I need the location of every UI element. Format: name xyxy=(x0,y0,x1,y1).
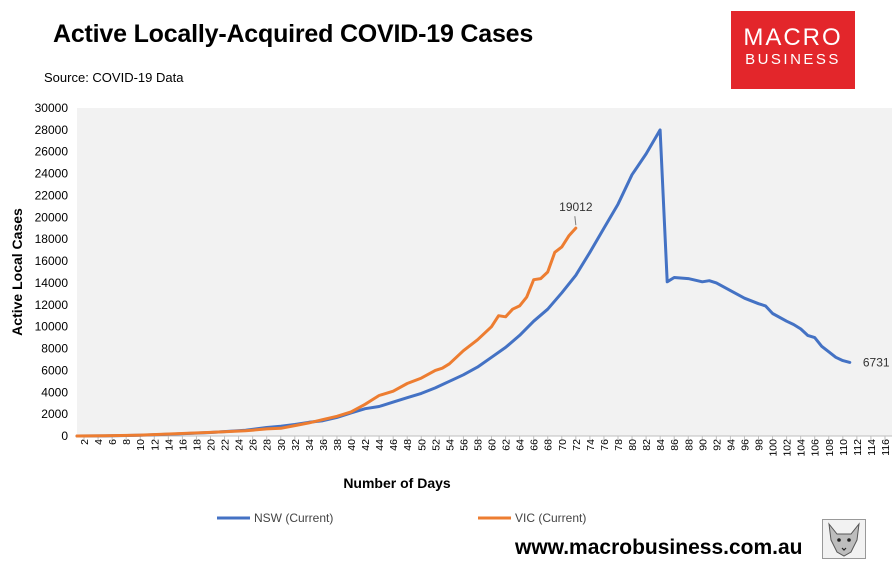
x-tick-label: 4 xyxy=(93,439,105,445)
x-tick-label: 16 xyxy=(177,439,189,451)
y-tick-label: 6000 xyxy=(41,363,68,377)
x-tick-label: 42 xyxy=(360,439,372,451)
y-tick-label: 14000 xyxy=(35,276,69,290)
x-tick-label: 102 xyxy=(782,439,794,457)
x-tick-label: 8 xyxy=(121,439,133,445)
x-tick-label: 40 xyxy=(346,439,358,451)
chart-source: Source: COVID-19 Data xyxy=(44,70,184,85)
x-tick-label: 72 xyxy=(571,439,583,451)
logo-line-1: MACRO xyxy=(743,24,843,51)
x-tick-label: 94 xyxy=(725,439,737,451)
x-tick-label: 76 xyxy=(599,439,611,451)
website-url: www.macrobusiness.com.au xyxy=(515,536,803,559)
legend: NSW (Current) VIC (Current) xyxy=(217,511,586,525)
y-tick-label: 20000 xyxy=(35,210,69,224)
legend-label: VIC (Current) xyxy=(515,511,586,525)
x-tick-label: 80 xyxy=(627,439,639,451)
x-tick-label: 74 xyxy=(585,439,597,451)
x-tick-label: 6 xyxy=(107,439,119,445)
logo-line-2: BUSINESS xyxy=(745,51,841,68)
y-tick-label: 30000 xyxy=(35,101,69,115)
x-tick-label: 108 xyxy=(824,439,836,457)
x-tick-label: 98 xyxy=(754,439,766,451)
x-tick-label: 46 xyxy=(388,439,400,451)
y-tick-label: 22000 xyxy=(35,188,69,202)
x-tick-label: 116 xyxy=(880,439,892,456)
legend-label: NSW (Current) xyxy=(254,511,333,525)
x-tick-label: 92 xyxy=(711,439,723,451)
x-tick-label: 2 xyxy=(79,439,91,445)
y-tick-label: 10000 xyxy=(35,320,69,334)
x-tick-label: 54 xyxy=(444,439,456,451)
x-tick-label: 24 xyxy=(234,439,246,451)
y-tick-label: 24000 xyxy=(35,167,69,181)
x-tick-label: 48 xyxy=(402,439,414,451)
x-tick-label: 82 xyxy=(641,439,653,451)
x-tick-label: 58 xyxy=(472,439,484,451)
x-tick-label: 34 xyxy=(304,439,316,451)
x-tick-label: 44 xyxy=(374,439,386,451)
x-tick-label: 32 xyxy=(290,439,302,451)
x-tick-label: 52 xyxy=(430,439,442,451)
x-tick-label: 112 xyxy=(852,439,864,456)
x-tick-label: 78 xyxy=(613,439,625,451)
plot-area xyxy=(77,108,892,436)
y-tick-label: 26000 xyxy=(35,145,69,159)
y-tick-label: 16000 xyxy=(35,254,69,268)
x-tick-label: 28 xyxy=(262,439,274,451)
y-tick-label: 12000 xyxy=(35,298,69,312)
x-tick-label: 62 xyxy=(501,439,513,451)
macrobusiness-logo: MACRO BUSINESS xyxy=(731,11,855,89)
series-line-vic xyxy=(75,226,578,438)
x-tick-label: 30 xyxy=(276,439,288,451)
data-labels: 19012 6731 xyxy=(559,200,890,369)
vic-end-label: 19012 xyxy=(559,200,593,214)
y-tick-label: 28000 xyxy=(35,123,69,137)
x-tick-label: 60 xyxy=(487,439,499,451)
x-tick-label: 88 xyxy=(683,439,695,451)
y-tick-label: 4000 xyxy=(41,385,68,399)
x-tick-label: 14 xyxy=(163,439,175,451)
x-tick-label: 106 xyxy=(810,439,822,457)
wolf-logo-icon xyxy=(822,519,866,559)
data-label-leader xyxy=(574,216,577,226)
x-tick-label: 26 xyxy=(248,439,260,451)
y-tick-label: 18000 xyxy=(35,232,69,246)
x-tick-label: 20 xyxy=(205,439,217,451)
x-tick-label: 104 xyxy=(796,439,808,457)
x-tick-label: 64 xyxy=(515,439,527,451)
x-tick-label: 56 xyxy=(458,439,470,451)
x-tick-label: 86 xyxy=(669,439,681,451)
x-tick-label: 50 xyxy=(416,439,428,451)
y-tick-label: 8000 xyxy=(41,342,68,356)
series-lines xyxy=(75,128,852,438)
x-axis-ticks: 2 4 6 8 10 12 14 16 18 20 22 24 26 28 30 32 34 36 38 40 42 44… xyxy=(79,436,892,457)
x-tick-label: 66 xyxy=(529,439,541,451)
x-tick-label: 22 xyxy=(220,439,232,451)
x-axis-label: Number of Days xyxy=(343,475,451,491)
x-tick-label: 90 xyxy=(697,439,709,451)
nsw-end-label: 6731 xyxy=(863,355,890,369)
x-tick-label: 96 xyxy=(739,439,751,451)
x-tick-label: 68 xyxy=(543,439,555,451)
x-tick-label: 114 xyxy=(866,439,878,456)
x-tick-label: 36 xyxy=(318,439,330,451)
y-tick-label: 2000 xyxy=(41,407,68,421)
y-axis-label: Active Local Cases xyxy=(9,208,25,336)
x-tick-label: 18 xyxy=(191,439,203,451)
x-tick-label: 100 xyxy=(768,439,780,457)
x-tick-label: 70 xyxy=(557,439,569,451)
chart-title: Active Locally-Acquired COVID-19 Cases xyxy=(53,20,534,48)
x-tick-label: 110 xyxy=(838,439,850,456)
x-tick-label: 84 xyxy=(655,439,667,451)
x-tick-label: 38 xyxy=(332,439,344,451)
y-axis-ticks: 0 2000 4000 6000 8000 10000 12000 14000 16000 180… xyxy=(35,101,69,443)
x-tick-label: 10 xyxy=(135,439,147,451)
x-tick-label: 12 xyxy=(149,439,161,451)
y-tick-label: 0 xyxy=(61,429,68,443)
